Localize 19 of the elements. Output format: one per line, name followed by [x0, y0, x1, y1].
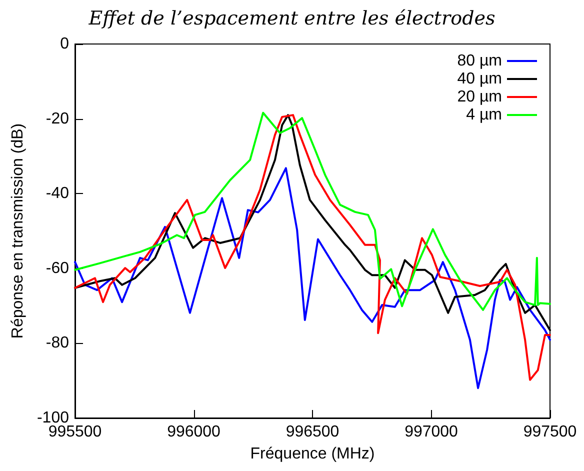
y-axis-title: Réponse en transmission (dB): [10, 123, 27, 339]
x-tick-label: 996500: [286, 424, 340, 440]
y-tick-label: 0: [60, 36, 70, 52]
x-tick-label: 997500: [523, 424, 577, 440]
x-tick-label: 997000: [404, 424, 458, 440]
legend-label: 4 µm: [466, 106, 502, 124]
line-series: [74, 167, 551, 390]
x-axis-title: Fréquence (MHz): [250, 446, 375, 462]
legend-label: 40 µm: [457, 70, 502, 88]
x-tick-label: 996000: [167, 424, 221, 440]
y-tick-label: -20: [46, 110, 70, 128]
y-tick-label: -80: [46, 334, 70, 352]
legend-label: 20 µm: [457, 88, 502, 106]
legend-label: 80 µm: [457, 52, 502, 70]
x-tick-label: 995500: [48, 424, 102, 440]
y-tick-label: -100: [36, 410, 70, 426]
y-tick-label: -60: [46, 260, 70, 277]
y-tick-label: -40: [46, 185, 70, 202]
chart-title: Effet de l’espacement entre les électrodes: [88, 8, 496, 30]
